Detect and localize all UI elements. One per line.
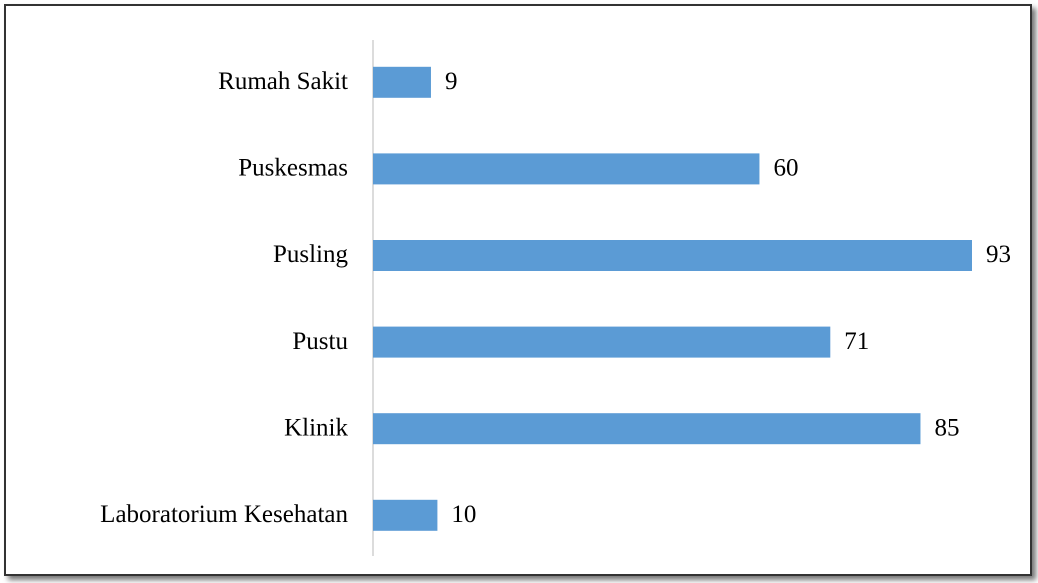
y-tick-label: Pustu (292, 328, 348, 355)
y-tick-label: Laboratorium Kesehatan (100, 501, 348, 528)
y-tick-label: Rumah Sakit (218, 68, 348, 95)
data-label: 10 (451, 501, 476, 528)
y-tick-label: Pusling (273, 241, 349, 268)
data-label: 85 (934, 414, 959, 441)
bar (373, 499, 438, 531)
bar (373, 240, 972, 271)
data-label: 93 (986, 241, 1011, 268)
data-label: 9 (445, 68, 458, 95)
bar (373, 153, 760, 185)
data-label: 71 (844, 328, 869, 355)
data-label: 60 (773, 155, 798, 182)
bar (373, 66, 431, 98)
bar (373, 326, 831, 358)
bar (373, 413, 921, 445)
chart-frame (4, 4, 1032, 576)
y-tick-label: Klinik (284, 414, 348, 441)
y-tick-label: Puskesmas (238, 155, 348, 182)
